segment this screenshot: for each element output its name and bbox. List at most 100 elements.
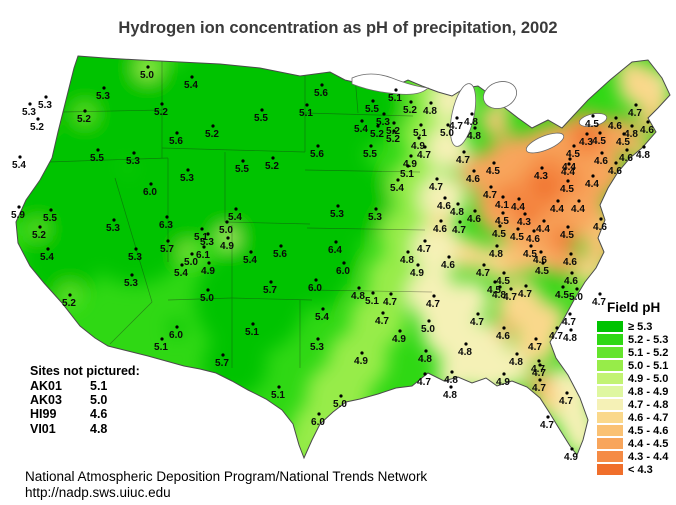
- site-marker: 4.7: [483, 185, 497, 201]
- site-marker: 4.5: [492, 224, 506, 240]
- site-marker: 4.8: [444, 370, 458, 386]
- site-marker: 5.5: [363, 144, 377, 160]
- site-ph-label: 4.6: [526, 234, 540, 245]
- footer: National Atmospheric Deposition Program/…: [25, 469, 427, 500]
- legend-color-swatch: [597, 412, 623, 423]
- site-code: AK01: [30, 379, 62, 393]
- site-marker: 6.0: [143, 182, 157, 198]
- site-ph-label: 5.3: [310, 342, 324, 353]
- site-marker: 5.6: [169, 131, 183, 147]
- site-marker: 5.2: [403, 100, 417, 116]
- site-dot: [614, 116, 618, 120]
- site-dot: [569, 328, 573, 332]
- us-outline: [15, 55, 671, 460]
- site-dot: [556, 199, 560, 203]
- site-ph-label: 4.7: [532, 368, 546, 379]
- sites-not-pictured-rows: AK01 5.1 AK03 5.0 HI99 4.6 VI01 4.8: [30, 379, 140, 436]
- site-ph-label: 4.3: [534, 171, 548, 182]
- site-marker: 5.7: [263, 280, 277, 296]
- site-dot: [642, 145, 646, 149]
- site-dot: [146, 65, 150, 69]
- site-dot: [472, 169, 476, 173]
- site-marker: 5.6: [310, 144, 324, 160]
- site-dot: [427, 319, 431, 323]
- site-ph-label: 5.3: [126, 156, 140, 167]
- footer-url: http://nadp.sws.uiuc.edu: [25, 484, 171, 500]
- legend-entry: 4.7 - 4.8: [597, 399, 676, 411]
- site-ph-label: 4.4: [511, 202, 525, 213]
- site-marker: 5.3: [200, 232, 214, 248]
- site-ph-label: 4.6: [640, 125, 654, 136]
- site-ph-label: 4.6: [466, 174, 480, 185]
- legend-color-swatch: [597, 438, 623, 449]
- site-marker: 4.7: [528, 337, 542, 353]
- site-marker: 4.8: [509, 352, 523, 368]
- site-ph-label: 5.2: [30, 122, 44, 133]
- site-dot: [83, 109, 87, 113]
- site-dot: [591, 174, 595, 178]
- site-ph-label: 5.3: [180, 173, 194, 184]
- site-ph-label: 4.7: [452, 225, 466, 236]
- legend-color-swatch: [597, 386, 623, 397]
- site-marker: 4.7: [426, 294, 440, 310]
- site-ph-label: 5.4: [40, 252, 54, 263]
- site-marker: 4.6: [608, 161, 622, 177]
- site-marker: 4.7: [417, 145, 431, 161]
- site-ph-label: 4.8: [467, 131, 481, 142]
- site-marker: 4.5: [486, 161, 500, 177]
- site-marker: 4.9: [403, 154, 417, 170]
- site-marker: 5.4: [40, 247, 54, 263]
- site-ph-label: 5.0: [440, 128, 454, 139]
- site-ph-label: 4.4: [536, 224, 550, 235]
- site-ph-label: 5.1: [388, 93, 402, 104]
- site-marker: 5.4: [174, 263, 188, 279]
- site-ph-label: 4.5: [510, 232, 524, 243]
- site-dot: [18, 155, 22, 159]
- site-marker: 4.7: [375, 311, 389, 327]
- legend-entries: ≥ 5.3 5.2 - 5.3 5.1 - 5.2 5.0 - 5.1 4.9 - 5.…: [597, 321, 676, 476]
- site-dot: [509, 287, 513, 291]
- site-dot: [541, 261, 545, 265]
- site-dot: [568, 157, 572, 161]
- site-ph-label: 4.7: [483, 190, 497, 201]
- site-dot: [516, 227, 520, 231]
- site-marker: 5.1: [388, 88, 402, 104]
- site-ph-label: 4.1: [495, 200, 509, 211]
- site-dot: [249, 250, 253, 254]
- site-dot: [342, 261, 346, 265]
- site-ph-label: 6.0: [311, 417, 325, 428]
- site-ph-label: 5.2: [386, 134, 400, 145]
- site-dot: [464, 342, 468, 346]
- site-ph-label: 4.5: [492, 229, 506, 240]
- site-marker: 4.7: [456, 150, 470, 166]
- site-dot: [570, 447, 574, 451]
- site-dot: [614, 161, 618, 165]
- site-dot: [392, 121, 396, 125]
- site-ph-label: 4.9: [392, 334, 406, 345]
- site-marker: 4.8: [636, 145, 650, 161]
- site-ph-label: 4.5: [592, 136, 606, 147]
- site-ph-label: 4.6: [619, 153, 633, 164]
- site-marker: 6.4: [328, 240, 342, 256]
- legend-color-swatch: [597, 347, 623, 358]
- site-marker: 4.7: [532, 363, 546, 379]
- site-not-pictured-row: AK03 5.0: [30, 393, 140, 407]
- site-ph-label: 5.2: [154, 107, 168, 118]
- site-marker: 4.9: [496, 372, 510, 388]
- legend-entry: 5.1 - 5.2: [597, 347, 676, 359]
- site-ph-label: 4.5: [560, 230, 574, 241]
- site-ph-label: 4.6: [441, 260, 455, 271]
- site-ph-label: 6.0: [308, 283, 322, 294]
- site-dot: [555, 326, 559, 330]
- site-marker: 6.0: [308, 278, 322, 294]
- site-dot: [447, 255, 451, 259]
- site-marker: 4.5: [566, 144, 580, 160]
- site-marker: 5.4: [390, 178, 404, 194]
- site-dot: [561, 285, 565, 289]
- site-dot: [456, 202, 460, 206]
- legend-color-swatch: [597, 334, 623, 345]
- legend-entry: 5.2 - 5.3: [597, 334, 676, 346]
- site-ph-label: 5.5: [363, 149, 377, 160]
- site-marker: 4.5: [555, 285, 569, 301]
